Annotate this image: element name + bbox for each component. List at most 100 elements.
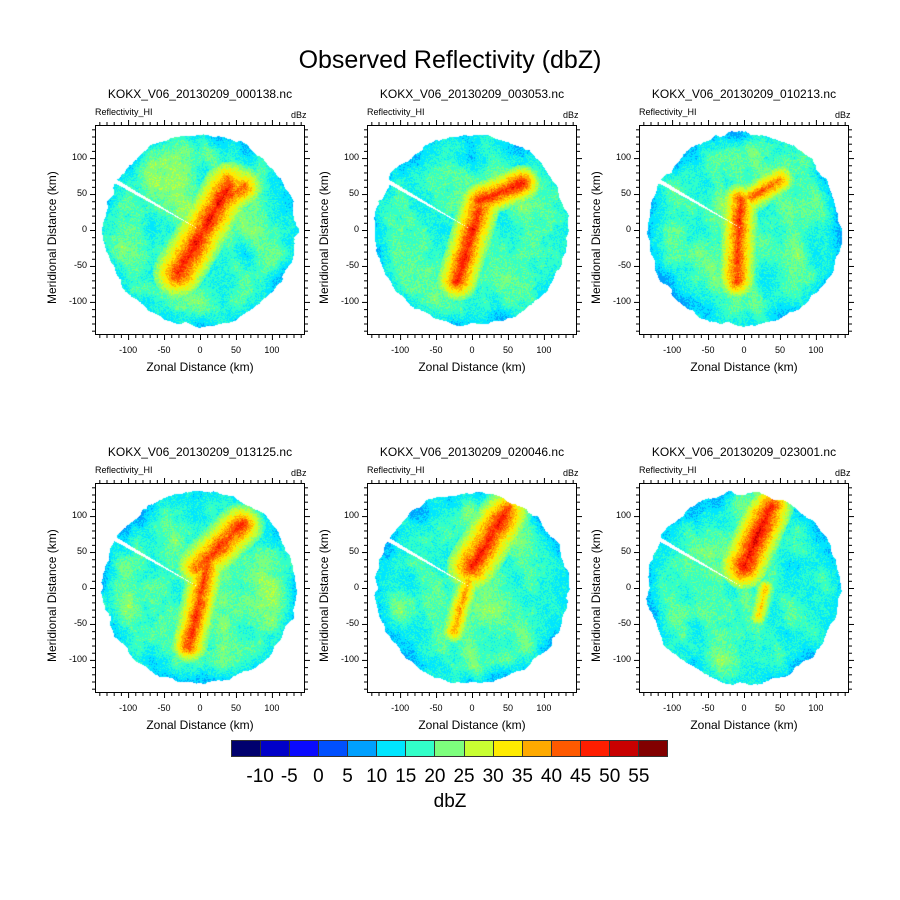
y-tick-label: -50 [345, 259, 359, 270]
x-tick-label: -100 [391, 345, 410, 355]
x-tick-label: -50 [429, 345, 443, 355]
colorbar-tick-label: 30 [482, 766, 504, 787]
y-tick-label: 100 [615, 152, 631, 163]
colorbar-tick-label: 40 [540, 766, 563, 787]
radar-plot-area [95, 483, 305, 693]
x-tick-label: 50 [502, 345, 513, 355]
x-tick-label: 0 [741, 703, 747, 713]
y-tick-label: -100 [612, 295, 631, 306]
y-tick-label: 0 [81, 224, 87, 234]
y-tick-label: 50 [76, 188, 87, 199]
colorbar [231, 740, 668, 757]
y-tick-label: 50 [348, 546, 359, 557]
x-tick-label: -100 [119, 345, 138, 355]
reflectivity-image [96, 484, 304, 692]
y-tick-label: 50 [348, 188, 359, 199]
x-tick-label: 100 [808, 703, 824, 713]
x-tick-label: -100 [663, 703, 682, 713]
reflectivity-image [368, 126, 576, 334]
reflectivity-image [640, 126, 848, 334]
panel-variable-label: Reflectivity_HI [95, 107, 153, 117]
colorbar-box [348, 741, 378, 756]
x-tick-label: 50 [230, 703, 241, 713]
panel-title: KOKX_V06_20130209_020046.nc [379, 445, 565, 459]
reflectivity-image [640, 484, 848, 692]
y-tick-label: -100 [340, 295, 359, 306]
colorbar-box [580, 741, 610, 756]
colorbar-tick-label: 45 [570, 766, 592, 787]
x-tick-label: 0 [197, 703, 203, 713]
y-tick-label: 100 [343, 510, 359, 521]
x-tick-label: 0 [741, 345, 747, 355]
radar-plot-area [639, 483, 849, 693]
x-tick-label: -100 [391, 703, 410, 713]
x-tick-label: 0 [469, 703, 475, 713]
x-tick-label: -50 [157, 345, 171, 355]
panel-units-label: dBz [291, 468, 307, 478]
panel-units-label: dBz [835, 110, 851, 120]
colorbar-tick-label: 15 [395, 766, 417, 787]
y-tick-label: -50 [73, 259, 87, 270]
reflectivity-image [96, 126, 304, 334]
panel-variable-label: Reflectivity_HI [639, 465, 697, 475]
colorbar-tick-label: 0 [313, 766, 324, 787]
colorbar-title: dbZ [433, 791, 467, 812]
colorbar-box [638, 741, 667, 756]
y-tick-label: -100 [68, 653, 87, 664]
y-tick-label: -50 [73, 617, 87, 628]
y-tick-label: 0 [625, 582, 631, 592]
x-tick-label: 100 [536, 703, 552, 713]
y-tick-label: 0 [353, 582, 359, 592]
panel-title: KOKX_V06_20130209_000138.nc [107, 87, 293, 101]
panel-variable-label: Reflectivity_HI [367, 107, 425, 117]
x-axis-title: Zonal Distance (km) [690, 360, 798, 374]
y-axis-title: Meridional Distance (km) [589, 529, 603, 662]
x-axis-title: Zonal Distance (km) [690, 718, 798, 732]
y-tick-label: 0 [625, 224, 631, 234]
radar-plot-area [367, 125, 577, 335]
colorbar-box [406, 741, 436, 756]
panel-title: KOKX_V06_20130209_003053.nc [379, 87, 565, 101]
y-tick-label: -50 [345, 617, 359, 628]
radar-plot-area [95, 125, 305, 335]
x-axis-title: Zonal Distance (km) [418, 718, 526, 732]
x-axis-title: Zonal Distance (km) [146, 360, 254, 374]
x-tick-label: 0 [469, 345, 475, 355]
panel-units-label: dBz [291, 110, 307, 120]
x-axis-title: Zonal Distance (km) [418, 360, 526, 374]
panel-units-label: dBz [563, 110, 579, 120]
colorbar-box [464, 741, 494, 756]
radar-plot-area [367, 483, 577, 693]
y-tick-label: -100 [340, 653, 359, 664]
colorbar-box [232, 741, 262, 756]
x-tick-label: 50 [502, 703, 513, 713]
y-tick-label: 100 [343, 152, 359, 163]
reflectivity-image [368, 484, 576, 692]
panel-units-label: dBz [835, 468, 851, 478]
colorbar-tick-label: 25 [453, 766, 475, 787]
x-tick-label: 100 [808, 345, 824, 355]
panel-units-label: dBz [563, 468, 579, 478]
x-tick-label: -100 [119, 703, 138, 713]
panel-variable-label: Reflectivity_HI [367, 465, 425, 475]
colorbar-box [377, 741, 407, 756]
colorbar-box [522, 741, 552, 756]
y-tick-label: 50 [620, 546, 631, 557]
x-tick-label: 50 [774, 703, 785, 713]
colorbar-tick-label: 50 [599, 766, 621, 787]
y-tick-label: -100 [68, 295, 87, 306]
y-tick-label: -50 [617, 259, 631, 270]
panel-title: KOKX_V06_20130209_010213.nc [651, 87, 837, 101]
y-tick-label: 100 [71, 152, 87, 163]
y-tick-label: 50 [76, 546, 87, 557]
panel-variable-label: Reflectivity_HI [639, 107, 697, 117]
x-tick-label: 0 [197, 345, 203, 355]
y-tick-label: 50 [620, 188, 631, 199]
x-tick-label: -50 [701, 345, 715, 355]
panel-title: KOKX_V06_20130209_023001.nc [651, 445, 837, 459]
y-tick-label: -100 [612, 653, 631, 664]
